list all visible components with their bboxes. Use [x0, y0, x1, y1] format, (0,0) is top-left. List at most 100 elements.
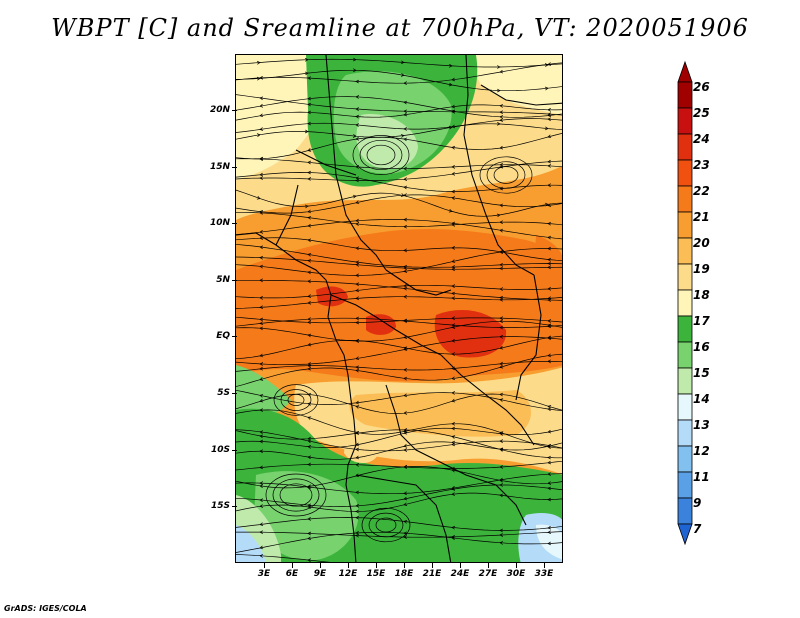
streamline-arrow	[259, 449, 264, 454]
streamline	[236, 317, 562, 328]
streamline-arrow	[499, 493, 504, 498]
border-line-5	[440, 354, 535, 446]
streamline-vortex	[352, 135, 410, 175]
streamline-arrow	[499, 319, 503, 324]
streamline-arrow	[499, 541, 504, 545]
cbar-label-7: 7	[693, 522, 702, 536]
streamline-arrow	[355, 316, 360, 321]
streamline-arrow	[307, 455, 312, 460]
streamline	[236, 409, 562, 449]
streamline-vortex	[375, 517, 397, 533]
streamline-arrow	[259, 439, 264, 444]
streamline-arrow	[355, 531, 360, 535]
border-line-11	[480, 84, 562, 106]
streamline-arrow	[547, 443, 552, 448]
streamline-arrow	[403, 502, 408, 506]
streamline	[236, 284, 562, 299]
streamline-arrow	[448, 82, 453, 87]
streamline-arrow	[403, 81, 407, 85]
lat-label-10n: 10N	[209, 218, 230, 228]
streamline-arrow	[259, 264, 264, 269]
streamline-arrow	[547, 286, 552, 291]
cbar-label-17: 17	[693, 314, 710, 328]
lon-tick-21e	[432, 563, 433, 568]
streamline-arrow	[355, 368, 360, 373]
streamline-arrow	[497, 65, 501, 69]
streamline-arrow	[451, 284, 456, 288]
streamline-arrow	[403, 269, 408, 273]
streamline-arrow	[307, 436, 312, 441]
streamline-arrow	[499, 115, 504, 119]
streamline-arrow	[259, 317, 264, 322]
streamline-arrow	[451, 189, 455, 194]
streamline-arrow	[259, 377, 264, 381]
lat-tick-5s	[232, 393, 237, 394]
colorbar-segment-11	[677, 471, 693, 499]
streamline-arrow	[403, 112, 408, 117]
colorbar-segment-14	[677, 393, 693, 421]
streamline	[236, 473, 562, 495]
streamline-arrow	[307, 444, 312, 449]
lat-label-eq: EQ	[216, 331, 230, 341]
streamline-vortex	[366, 144, 396, 166]
streamline-arrow	[304, 57, 309, 62]
streamline-arrow	[304, 204, 309, 209]
streamline-arrow	[355, 79, 360, 84]
streamline-arrow	[499, 186, 504, 191]
streamline-arrow	[403, 100, 408, 105]
streamline	[236, 441, 562, 460]
streamline-arrow	[259, 362, 264, 366]
streamline-vortex	[279, 483, 313, 507]
streamline-arrow	[499, 110, 503, 115]
streamline-arrow	[403, 193, 408, 197]
streamline-arrow	[355, 515, 360, 520]
streamline-arrow	[259, 236, 264, 240]
chart-title: WBPT [C] and Sreamline at 700hPa, VT: 20…	[51, 14, 749, 42]
streamline-arrow	[307, 209, 312, 214]
ne-hot-patch	[534, 235, 562, 314]
streamline-arrow	[259, 295, 263, 300]
streamline-vortex	[359, 139, 403, 171]
streamline-arrow	[355, 262, 360, 267]
lat-tick-15s	[232, 506, 237, 507]
streamline-arrow	[547, 323, 552, 328]
lon-tick-15e	[376, 563, 377, 568]
streamline-arrow	[307, 110, 312, 115]
streamline-vortex	[479, 156, 533, 194]
streamline-arrow	[307, 121, 312, 126]
lon-label-33e: 33E	[534, 569, 554, 579]
colorbar-segment-9	[677, 497, 693, 525]
streamline	[236, 158, 562, 170]
streamline-arrow	[451, 77, 456, 82]
streamline-arrow	[544, 86, 549, 91]
streamline-arrow	[451, 391, 456, 395]
streamline-arrow	[547, 257, 552, 262]
streamline-arrow	[547, 117, 552, 122]
streamline	[236, 133, 562, 160]
streamline-arrow	[355, 509, 359, 514]
lon-tick-6e	[292, 563, 293, 568]
streamline-arrow	[451, 267, 455, 272]
streamline-arrow	[307, 170, 312, 175]
streamline-arrow	[259, 305, 264, 310]
streamline-arrow	[451, 145, 456, 150]
colorbar-segment-24	[677, 133, 693, 161]
streamline-arrow	[451, 492, 456, 496]
streamline-arrow	[259, 398, 264, 403]
streamline-arrow	[499, 439, 503, 444]
colorbar-segment-22	[677, 185, 693, 213]
south-mild-band	[349, 390, 531, 437]
streamline-arrow	[403, 448, 408, 452]
streamline-arrow	[355, 107, 360, 111]
colorbar-segment-18	[677, 289, 693, 317]
streamline-arrow	[352, 134, 357, 138]
colorbar-segment-12	[677, 445, 693, 473]
streamline-arrow	[499, 287, 504, 291]
streamline	[236, 219, 562, 240]
streamline-arrow	[259, 103, 264, 108]
wbpt-map	[235, 54, 563, 563]
streamline-arrow	[547, 405, 552, 409]
streamline-arrow	[403, 496, 408, 501]
streamline-arrow	[403, 294, 407, 299]
streamline-arrow	[499, 345, 504, 350]
